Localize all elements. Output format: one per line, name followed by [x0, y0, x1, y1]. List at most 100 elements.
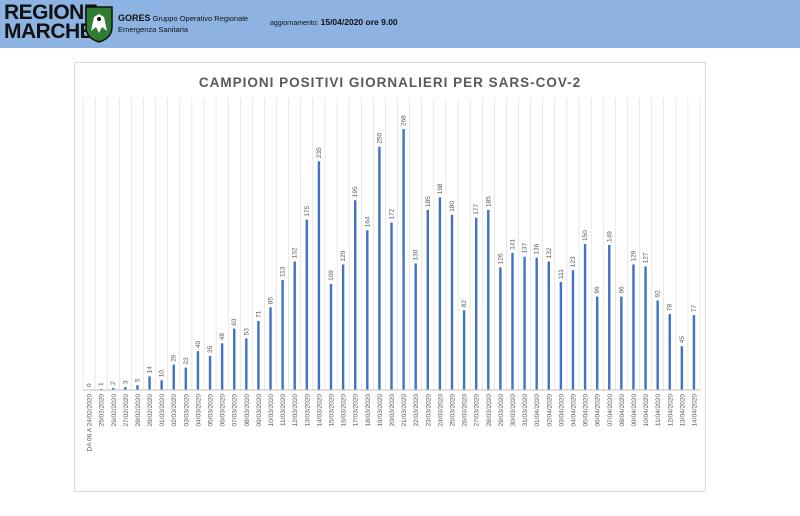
bar	[172, 364, 175, 390]
bar	[608, 244, 611, 390]
x-tick-label: 04/04/2020	[570, 394, 577, 427]
data-label: 96	[618, 286, 625, 294]
x-tick-label: 26/03/2020	[462, 394, 469, 427]
x-tick-label: 27/03/2020	[474, 394, 481, 427]
x-tick-label: 09/03/2020	[256, 394, 263, 427]
regional-emblem-icon	[85, 6, 113, 43]
data-label: 109	[328, 270, 335, 281]
x-tick-label: 04/03/2020	[195, 394, 202, 427]
update-value: 15/04/2020 ore 9.00	[320, 17, 398, 27]
data-label: 92	[655, 290, 662, 298]
data-label: 185	[485, 196, 492, 207]
x-tick-label: 03/03/2020	[183, 394, 190, 427]
bar	[644, 266, 647, 390]
x-tick-label: 11/04/2020	[655, 394, 662, 426]
bar	[112, 388, 115, 390]
x-tick-label: 09/04/2020	[631, 394, 638, 427]
bar	[354, 200, 357, 390]
gores-desc-1: Gruppo Operativo Regionale	[152, 14, 249, 23]
bar	[341, 264, 345, 390]
x-tick-label: 08/03/2020	[244, 394, 251, 427]
data-label: 126	[497, 253, 504, 264]
data-label: 71	[255, 310, 262, 318]
data-label: 82	[461, 300, 468, 308]
x-tick-label: 10/03/2020	[268, 394, 275, 427]
x-tick-label: 08/04/2020	[619, 394, 626, 427]
bar	[680, 346, 684, 390]
bar	[547, 261, 550, 390]
data-label: 40	[195, 340, 202, 348]
data-label: 141	[509, 239, 516, 250]
x-tick-label: 15/03/2020	[329, 394, 336, 427]
bar	[390, 222, 393, 390]
x-tick-label: 18/03/2020	[365, 394, 372, 427]
bar	[196, 351, 200, 390]
gores-desc-2: Emergenza Sanitaria	[118, 25, 189, 34]
x-tick-label: 13/03/2020	[304, 394, 311, 427]
bar	[620, 296, 623, 390]
bar	[632, 264, 635, 390]
x-tick-label: 19/03/2020	[377, 394, 384, 427]
bar	[535, 257, 538, 390]
x-tick-label: 02/04/2020	[546, 394, 553, 427]
x-tick-label: 17/03/2020	[353, 394, 360, 427]
data-label: 113	[280, 266, 287, 277]
bar	[438, 197, 442, 390]
data-label: 35	[207, 345, 214, 353]
data-label: 96	[594, 286, 601, 294]
bar	[305, 219, 309, 390]
data-label: 123	[570, 256, 577, 267]
x-tick-label: 28/02/2020	[135, 394, 142, 427]
x-tick-label: 25/03/2020	[449, 394, 456, 427]
bar	[233, 328, 236, 390]
x-tick-label: 12/03/2020	[292, 394, 299, 427]
bar	[656, 300, 659, 390]
bar	[148, 376, 151, 390]
x-tick-label: 02/03/2020	[171, 394, 178, 427]
bar	[692, 315, 696, 390]
x-tick-label: 03/04/2020	[558, 394, 565, 427]
data-label: 111	[558, 269, 565, 279]
data-label: 130	[413, 249, 420, 260]
x-tick-label: 21/03/2020	[401, 394, 408, 427]
data-label: 78	[667, 303, 674, 311]
bar	[269, 307, 272, 390]
data-label: 136	[534, 243, 541, 254]
x-tick-label: 22/03/2020	[413, 394, 420, 427]
x-tick-label: 20/03/2020	[389, 394, 396, 427]
bar	[329, 283, 333, 390]
x-tick-label: 01/03/2020	[159, 394, 166, 427]
data-label: 175	[304, 205, 311, 216]
bar	[124, 387, 127, 390]
data-label: 45	[679, 336, 686, 344]
data-label: 185	[425, 196, 432, 207]
bar	[184, 367, 188, 390]
data-label: 132	[292, 247, 299, 258]
data-label: 5	[134, 378, 141, 382]
bar	[583, 244, 587, 390]
bar	[499, 267, 502, 390]
x-tick-label: DA 06 A 24/02/2020	[87, 394, 94, 452]
x-tick-label: 14/04/2020	[691, 394, 698, 427]
data-label: 132	[546, 247, 553, 258]
x-tick-label: 06/04/2020	[595, 394, 602, 427]
bar	[462, 310, 466, 390]
data-label: 10	[159, 370, 166, 378]
data-label: 198	[437, 183, 444, 194]
bar	[511, 252, 514, 390]
bar	[571, 270, 575, 390]
bar	[487, 209, 490, 390]
data-label: 14	[147, 366, 154, 374]
x-tick-label: 12/04/2020	[667, 394, 674, 427]
data-label: 250	[376, 132, 383, 143]
bar	[414, 263, 417, 390]
data-label: 137	[522, 242, 529, 253]
x-tick-label: 06/03/2020	[220, 394, 227, 427]
bar	[523, 256, 526, 390]
x-tick-label: 31/03/2020	[522, 394, 529, 427]
x-tick-label: 05/04/2020	[583, 394, 590, 427]
data-label: 3	[122, 380, 129, 384]
data-label: 0	[86, 383, 93, 387]
logo-line-2: MARCHE	[4, 20, 94, 43]
